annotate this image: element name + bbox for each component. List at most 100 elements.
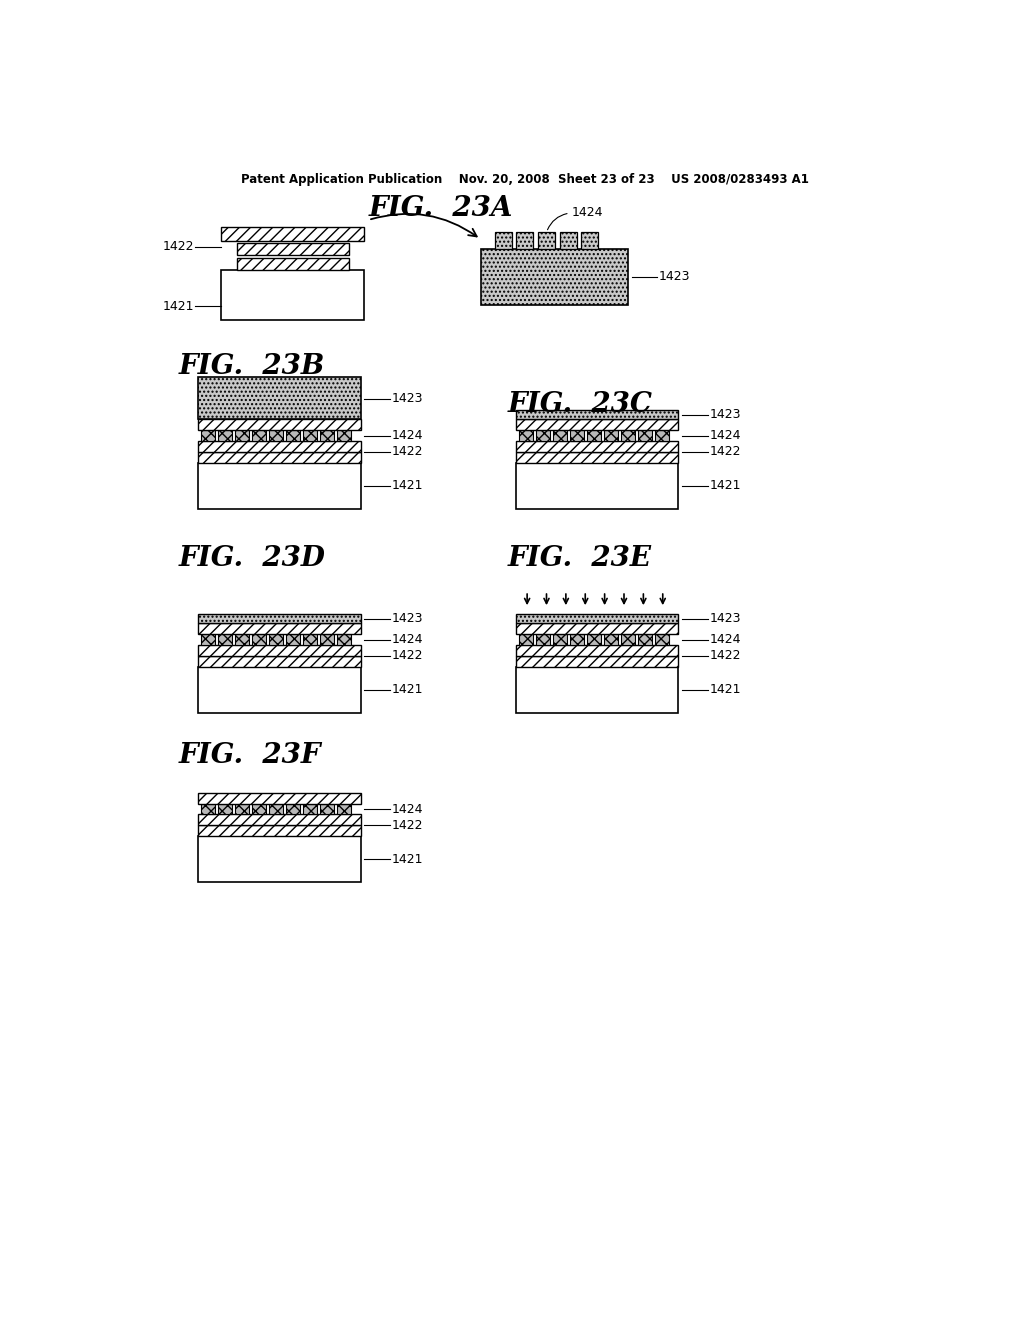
Bar bbox=[198, 814, 360, 825]
Bar bbox=[638, 430, 652, 441]
Bar bbox=[604, 635, 617, 645]
Bar bbox=[337, 430, 351, 441]
Bar bbox=[198, 836, 360, 882]
Bar bbox=[303, 430, 317, 441]
Bar bbox=[621, 430, 635, 441]
Text: 1422: 1422 bbox=[710, 649, 740, 663]
Bar bbox=[198, 623, 360, 635]
Text: 1424: 1424 bbox=[710, 634, 740, 647]
Bar bbox=[516, 232, 534, 249]
Text: 1421: 1421 bbox=[391, 684, 423, 696]
Bar bbox=[198, 793, 360, 804]
Bar bbox=[221, 271, 365, 321]
Bar bbox=[198, 451, 360, 462]
Bar bbox=[201, 430, 215, 441]
Text: FIG.  23C: FIG. 23C bbox=[508, 391, 652, 418]
Bar bbox=[286, 635, 300, 645]
Bar bbox=[515, 462, 678, 508]
Bar bbox=[286, 804, 300, 814]
Bar bbox=[234, 430, 249, 441]
Bar bbox=[321, 804, 334, 814]
Bar bbox=[198, 462, 360, 508]
Bar bbox=[218, 635, 231, 645]
Bar bbox=[538, 232, 555, 249]
Bar bbox=[201, 804, 215, 814]
Bar bbox=[587, 430, 601, 441]
Bar bbox=[638, 635, 652, 645]
Bar bbox=[569, 635, 584, 645]
Text: 1422: 1422 bbox=[391, 445, 423, 458]
Text: 1422: 1422 bbox=[710, 445, 740, 458]
Bar bbox=[655, 430, 669, 441]
Bar bbox=[237, 257, 349, 271]
Bar bbox=[303, 804, 317, 814]
Bar bbox=[198, 645, 360, 656]
Bar bbox=[536, 430, 550, 441]
Bar bbox=[621, 635, 635, 645]
Text: FIG.  23A: FIG. 23A bbox=[369, 195, 513, 222]
Text: 1423: 1423 bbox=[710, 408, 740, 421]
Bar bbox=[198, 667, 360, 713]
Bar bbox=[515, 420, 678, 430]
Text: 1424: 1424 bbox=[710, 429, 740, 442]
Text: 1424: 1424 bbox=[391, 429, 423, 442]
Bar bbox=[234, 635, 249, 645]
Text: FIG.  23B: FIG. 23B bbox=[178, 352, 325, 380]
Bar bbox=[515, 614, 678, 623]
Bar bbox=[553, 635, 566, 645]
Bar bbox=[518, 635, 532, 645]
Text: 1423: 1423 bbox=[658, 271, 690, 284]
Text: 1421: 1421 bbox=[710, 684, 740, 696]
Bar bbox=[655, 635, 669, 645]
Text: 1421: 1421 bbox=[391, 479, 423, 492]
Text: 1424: 1424 bbox=[391, 634, 423, 647]
Bar bbox=[495, 232, 512, 249]
Bar bbox=[252, 804, 266, 814]
Bar bbox=[201, 635, 215, 645]
Bar bbox=[198, 420, 360, 430]
Text: 1423: 1423 bbox=[391, 612, 423, 626]
Bar bbox=[515, 451, 678, 462]
Bar bbox=[286, 430, 300, 441]
Bar bbox=[515, 667, 678, 713]
Bar bbox=[303, 635, 317, 645]
Bar bbox=[234, 804, 249, 814]
Bar bbox=[536, 635, 550, 645]
Bar bbox=[553, 430, 566, 441]
Text: 1422: 1422 bbox=[163, 240, 194, 253]
Bar bbox=[198, 656, 360, 667]
Bar bbox=[515, 656, 678, 667]
Bar bbox=[321, 430, 334, 441]
Bar bbox=[569, 430, 584, 441]
Bar bbox=[604, 430, 617, 441]
Bar bbox=[252, 635, 266, 645]
Text: 1424: 1424 bbox=[571, 206, 603, 219]
Bar bbox=[198, 825, 360, 836]
Text: FIG.  23E: FIG. 23E bbox=[508, 545, 651, 573]
Text: 1421: 1421 bbox=[163, 300, 194, 313]
Bar bbox=[252, 430, 266, 441]
Text: 1422: 1422 bbox=[391, 818, 423, 832]
Text: 1421: 1421 bbox=[391, 853, 423, 866]
Bar bbox=[269, 804, 283, 814]
Text: 1424: 1424 bbox=[391, 803, 423, 816]
FancyArrowPatch shape bbox=[371, 214, 477, 236]
Bar bbox=[515, 411, 678, 420]
Bar bbox=[198, 441, 360, 451]
Bar bbox=[269, 430, 283, 441]
Bar bbox=[198, 614, 360, 623]
Text: FIG.  23F: FIG. 23F bbox=[178, 742, 321, 768]
Bar bbox=[560, 232, 577, 249]
Text: 1421: 1421 bbox=[710, 479, 740, 492]
Bar bbox=[480, 249, 628, 305]
Bar bbox=[198, 378, 360, 420]
Bar bbox=[582, 232, 598, 249]
Bar bbox=[269, 635, 283, 645]
Bar bbox=[218, 804, 231, 814]
Bar bbox=[218, 430, 231, 441]
Bar bbox=[221, 227, 365, 240]
Text: 1423: 1423 bbox=[710, 612, 740, 626]
Bar bbox=[321, 635, 334, 645]
Bar bbox=[515, 623, 678, 635]
Bar bbox=[515, 441, 678, 451]
